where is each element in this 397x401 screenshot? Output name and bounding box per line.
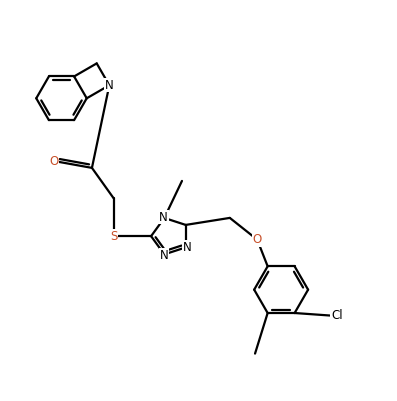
Text: S: S xyxy=(110,230,118,243)
Text: N: N xyxy=(159,211,168,224)
Text: Cl: Cl xyxy=(331,309,343,322)
Text: N: N xyxy=(160,249,169,262)
Text: N: N xyxy=(183,241,192,254)
Text: N: N xyxy=(105,79,114,92)
Text: O: O xyxy=(49,155,58,168)
Text: O: O xyxy=(252,233,262,246)
